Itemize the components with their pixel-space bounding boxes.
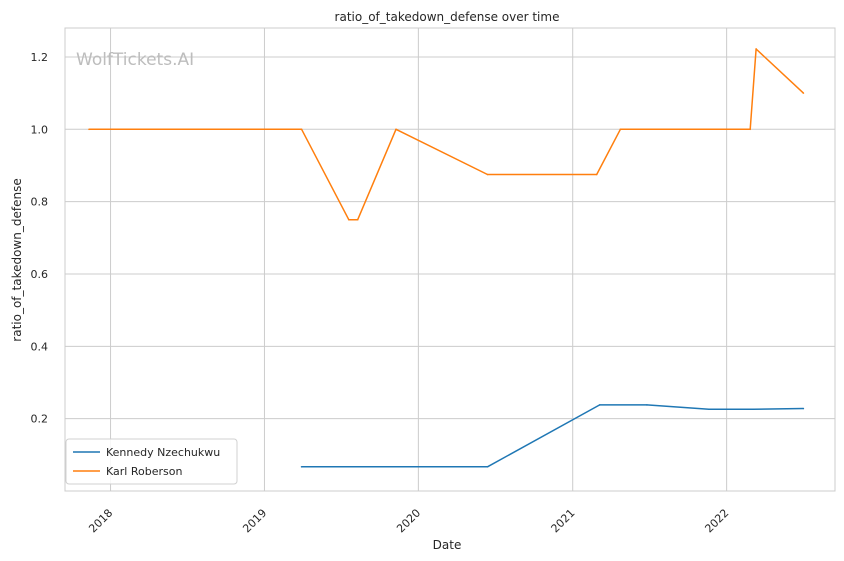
series-1-point <box>619 128 622 131</box>
y-axis-label: ratio_of_takedown_defense <box>10 178 24 341</box>
series-1-point <box>395 128 397 131</box>
series-line-0 <box>301 404 804 468</box>
x-tick-label: 2021 <box>549 506 578 535</box>
y-tick-label: 0.6 <box>31 268 49 281</box>
chart-title: ratio_of_takedown_defense over time <box>335 10 560 24</box>
legend-label: Karl Roberson <box>106 465 182 478</box>
y-tick-label: 0.2 <box>31 413 49 426</box>
watermark: WolfTickets.AI <box>76 50 194 70</box>
series-0-point <box>646 404 648 406</box>
series-0-point <box>708 408 710 411</box>
grid-lines <box>65 28 835 491</box>
series-1-point <box>486 173 489 176</box>
series-1-point <box>356 218 359 221</box>
plot-area-frame <box>64 27 836 492</box>
series-1-point <box>88 128 90 131</box>
series-0-point <box>486 465 489 468</box>
series-line-1 <box>89 48 804 221</box>
y-tick-label: 1.2 <box>31 51 49 64</box>
series-0-point <box>752 408 754 411</box>
series-1-point <box>300 128 303 131</box>
series-0-point <box>802 407 805 410</box>
series-1-point <box>802 92 805 94</box>
series-1-point <box>347 218 350 221</box>
x-axis-label: Date <box>433 538 462 552</box>
x-tick-label: 2022 <box>702 506 731 535</box>
y-tick-label: 0.4 <box>31 340 49 353</box>
series-1-point <box>595 173 598 176</box>
y-tick-label: 1.0 <box>31 123 49 136</box>
y-tick-label: 0.8 <box>31 196 49 209</box>
series-lines <box>88 48 805 468</box>
legend: Kennedy Nzechukwu Karl Roberson <box>65 438 238 485</box>
series-1-point <box>749 128 752 131</box>
series-0-point <box>598 404 601 406</box>
series-0-point <box>300 465 303 468</box>
series-1-point <box>755 48 757 50</box>
legend-box <box>65 438 238 485</box>
x-tick-label: 2020 <box>394 506 423 535</box>
legend-label: Kennedy Nzechukwu <box>106 446 220 459</box>
y-axis-ticks: 0.2 0.4 0.6 0.8 1.0 1.2 <box>31 51 49 426</box>
x-axis-ticks: 2018 2019 2020 2021 2022 <box>86 506 731 535</box>
x-tick-label: 2019 <box>240 506 269 535</box>
x-tick-label: 2018 <box>86 506 115 535</box>
